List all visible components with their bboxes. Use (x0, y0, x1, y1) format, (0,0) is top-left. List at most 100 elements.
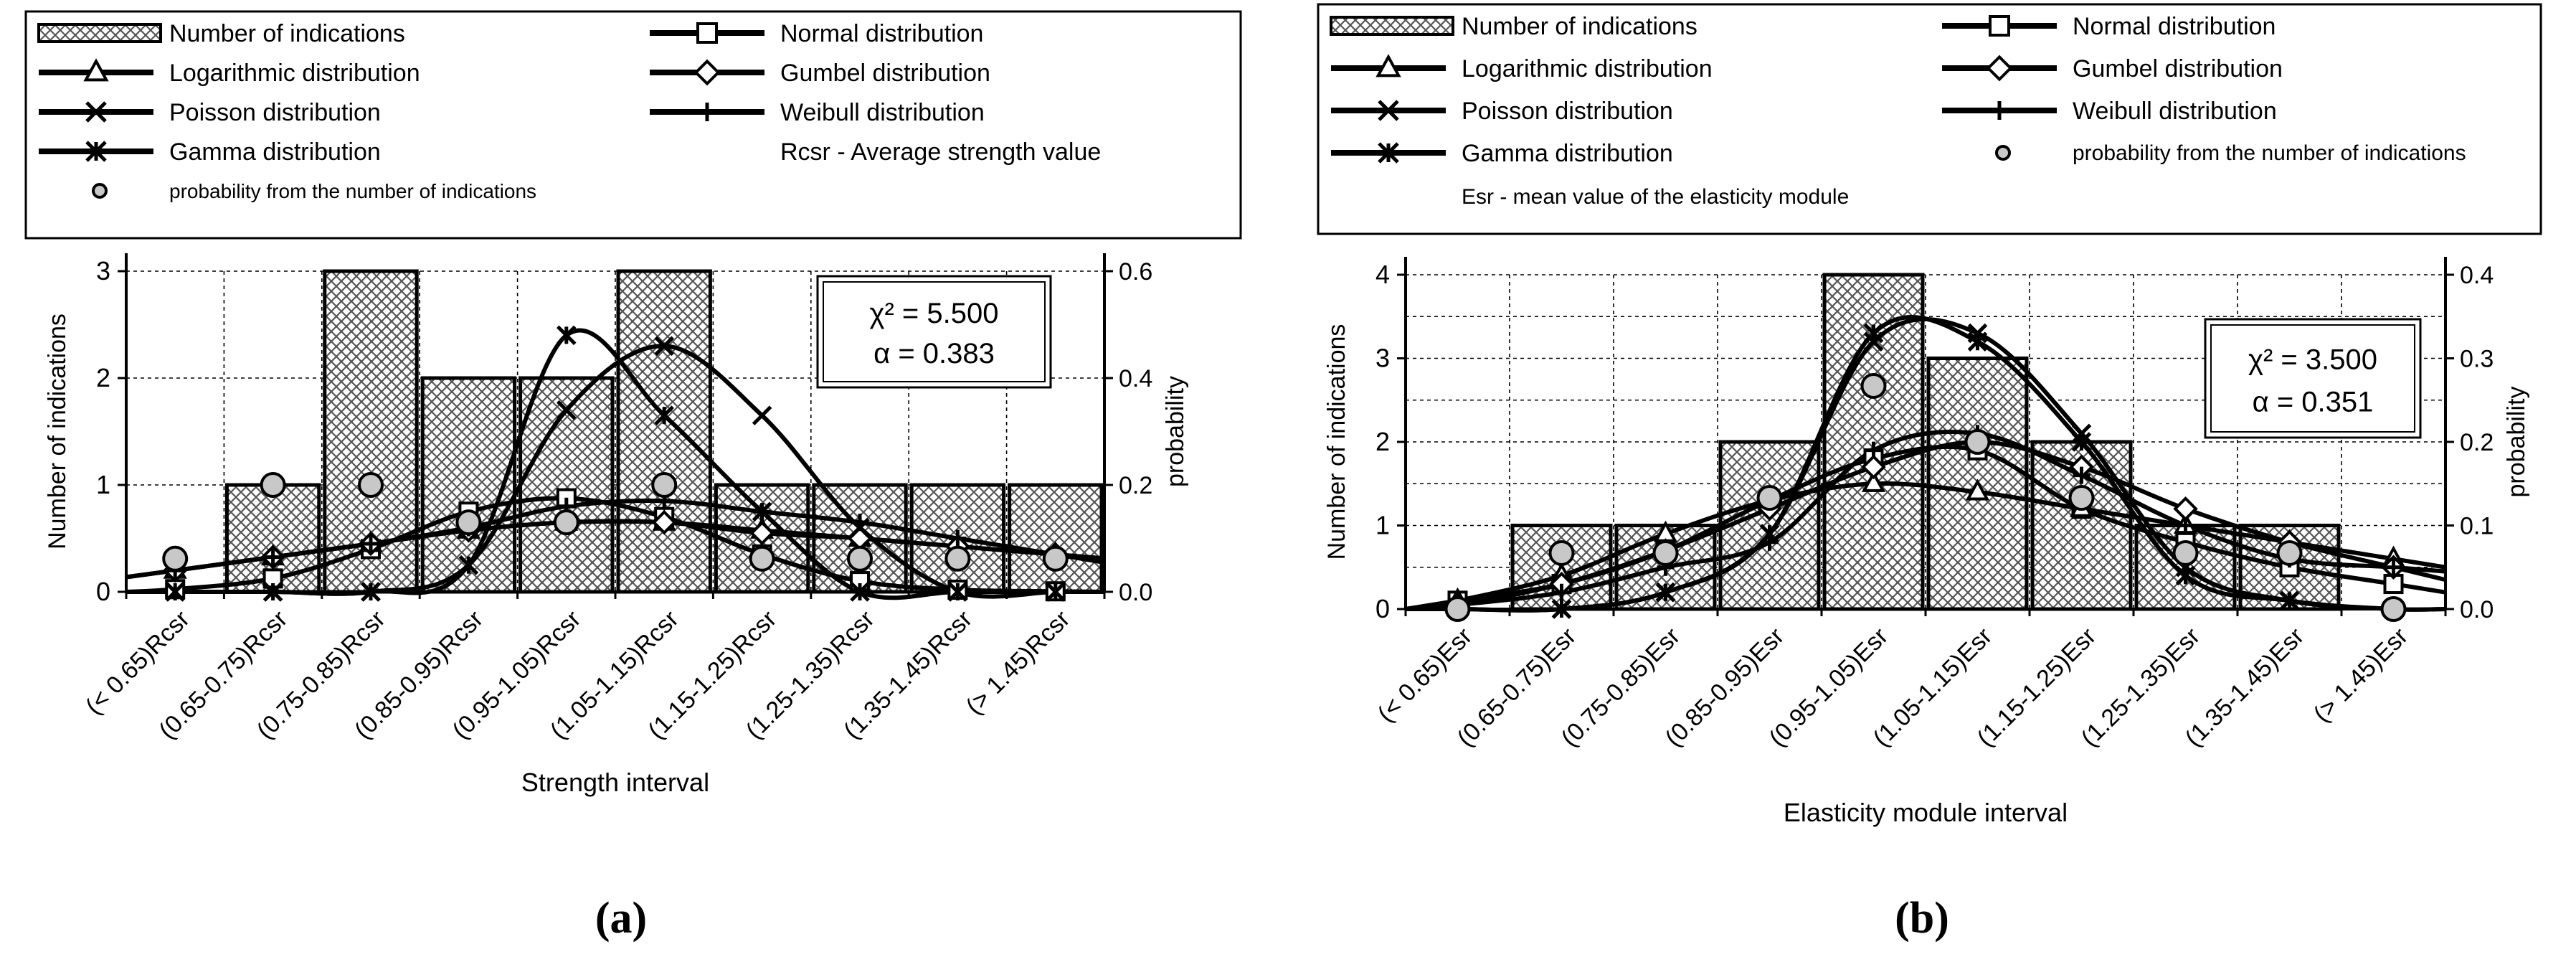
point-circle (1964, 429, 1991, 455)
point-plus-shape (362, 534, 379, 552)
legend: Number of indications Normal distribution… (1317, 3, 2542, 235)
point-star (458, 555, 479, 575)
point-diamond (651, 509, 677, 535)
y-tick-label: 3 (96, 256, 110, 286)
legend-marker-plus (698, 103, 716, 121)
legend-item-logarithmic-distribution: Logarithmic distribution (39, 58, 420, 87)
alpha-value: α = 0.351 (2253, 387, 2374, 418)
point-circle (944, 545, 971, 572)
point-plus-shape (1865, 441, 1883, 459)
point-circle (651, 472, 678, 498)
x-axis-title: Strength interval (521, 768, 709, 797)
y2-tick-label: 0.0 (2460, 596, 2494, 623)
y-tick-label: 1 (1375, 511, 1390, 540)
point-star (361, 582, 381, 602)
point-diamond (2173, 496, 2198, 522)
legend-label: Weibull distribution (2073, 98, 2277, 125)
point-circle-shape (847, 545, 873, 572)
point-star (1655, 582, 1676, 603)
point-x (557, 400, 577, 420)
point-plus-shape (851, 514, 868, 532)
legend-marker-square (696, 22, 718, 44)
point-star (2175, 565, 2196, 586)
legend-item-probability-from-the-number-of-indications: probability from the number of indicatio… (92, 180, 536, 202)
alpha-value: α = 0.383 (873, 338, 995, 369)
bar (616, 269, 712, 594)
point-circle (749, 545, 775, 572)
y2-tick-label: 0.1 (2460, 513, 2494, 540)
chart-panel-a: Number of indications Normal distribution… (24, 10, 1242, 943)
point-plus (362, 534, 379, 552)
point-plus-shape (2177, 517, 2194, 534)
legend-marker-diamond (1986, 55, 2013, 82)
point-square (2383, 574, 2404, 595)
point-x-shape (752, 405, 772, 425)
legend-label: Weibull distribution (780, 99, 985, 126)
y2-tick-label: 0.2 (1119, 472, 1152, 499)
legend-label: Number of indications (1462, 13, 1697, 40)
point-circle-shape (944, 545, 971, 572)
point-star-shape (2279, 590, 2300, 611)
y2-tick-label: 0.6 (1119, 258, 1152, 286)
legend-marker-triangle-shape (1375, 54, 1401, 77)
legend-label: Number of indications (169, 20, 405, 47)
point-plus (851, 514, 868, 532)
legend-marker-triangle-shape (83, 58, 109, 82)
point-star (1046, 582, 1066, 602)
point-star (557, 325, 577, 346)
y-tick-label: 2 (96, 363, 110, 392)
point-circle (260, 472, 286, 498)
point-circle-shape (1548, 539, 1575, 566)
point-star-shape (165, 582, 185, 602)
point-plus-shape (264, 548, 282, 566)
point-square-shape (2383, 574, 2404, 595)
y2-axis-title: probability (2503, 387, 2530, 498)
legend-item-normal-distribution: Normal distribution (1942, 13, 2276, 40)
legend-marker-diamond-shape (1986, 55, 2013, 82)
y2-tick-label: 0.2 (2460, 429, 2494, 456)
legend-marker-diamond (693, 59, 721, 86)
legend-item-normal-distribution: Normal distribution (650, 20, 983, 47)
stats-box: χ² = 5.500 α = 0.383 (816, 275, 1052, 389)
bar (1008, 483, 1104, 594)
y-tick-label: 1 (96, 470, 110, 499)
curve-gamma-distribution (126, 328, 1104, 600)
legend-marker-triangle (1375, 54, 1401, 77)
chi-square-value: χ² = 5.500 (870, 298, 999, 329)
legend-marker-circle (92, 183, 108, 199)
legend-item-number-of-indications: Number of indications (1330, 13, 1697, 40)
point-circle (2380, 596, 2407, 622)
point-star-shape (1655, 582, 1676, 603)
legend-item-poisson-distribution: Poisson distribution (39, 99, 381, 126)
point-x (752, 405, 772, 425)
legend-item-gumbel-distribution: Gumbel distribution (1942, 55, 2283, 82)
point-star (2279, 590, 2300, 611)
y-axis-title: Number of indications (1323, 324, 1350, 560)
point-star-shape (1759, 524, 1780, 544)
legend-label: probability from the number of indicatio… (169, 180, 536, 202)
point-plus (1553, 583, 1571, 601)
legend-label: Gumbel distribution (780, 60, 990, 87)
point-triangle-shape (1861, 470, 1886, 492)
point-plus-shape (949, 529, 967, 547)
point-circle (1652, 539, 1679, 566)
point-star (850, 582, 870, 602)
legend-marker-plus-shape (698, 103, 716, 121)
point-circle (1860, 372, 1887, 399)
point-circle (2068, 485, 2095, 511)
point-star-shape (2071, 432, 2092, 452)
point-circle-shape (260, 472, 286, 498)
legend-label: probability from the number of indicatio… (2073, 141, 2466, 165)
legend-marker-x-shape (1378, 100, 1399, 121)
curves (1405, 314, 2446, 622)
legend-marker-x-shape (85, 101, 107, 123)
legend-marker-plus (1990, 101, 2009, 120)
legend-label: Normal distribution (2073, 13, 2276, 40)
point-star-shape (1551, 599, 1572, 619)
legend-label: Poisson distribution (169, 99, 381, 126)
point-triangle-shape (1965, 478, 1990, 501)
point-circle (1756, 485, 1783, 511)
y-tick-label: 0 (96, 577, 110, 606)
legend-item-rcsr-average-strength-value: Rcsr - Average strength value (780, 138, 1101, 166)
point-circle (162, 545, 189, 572)
